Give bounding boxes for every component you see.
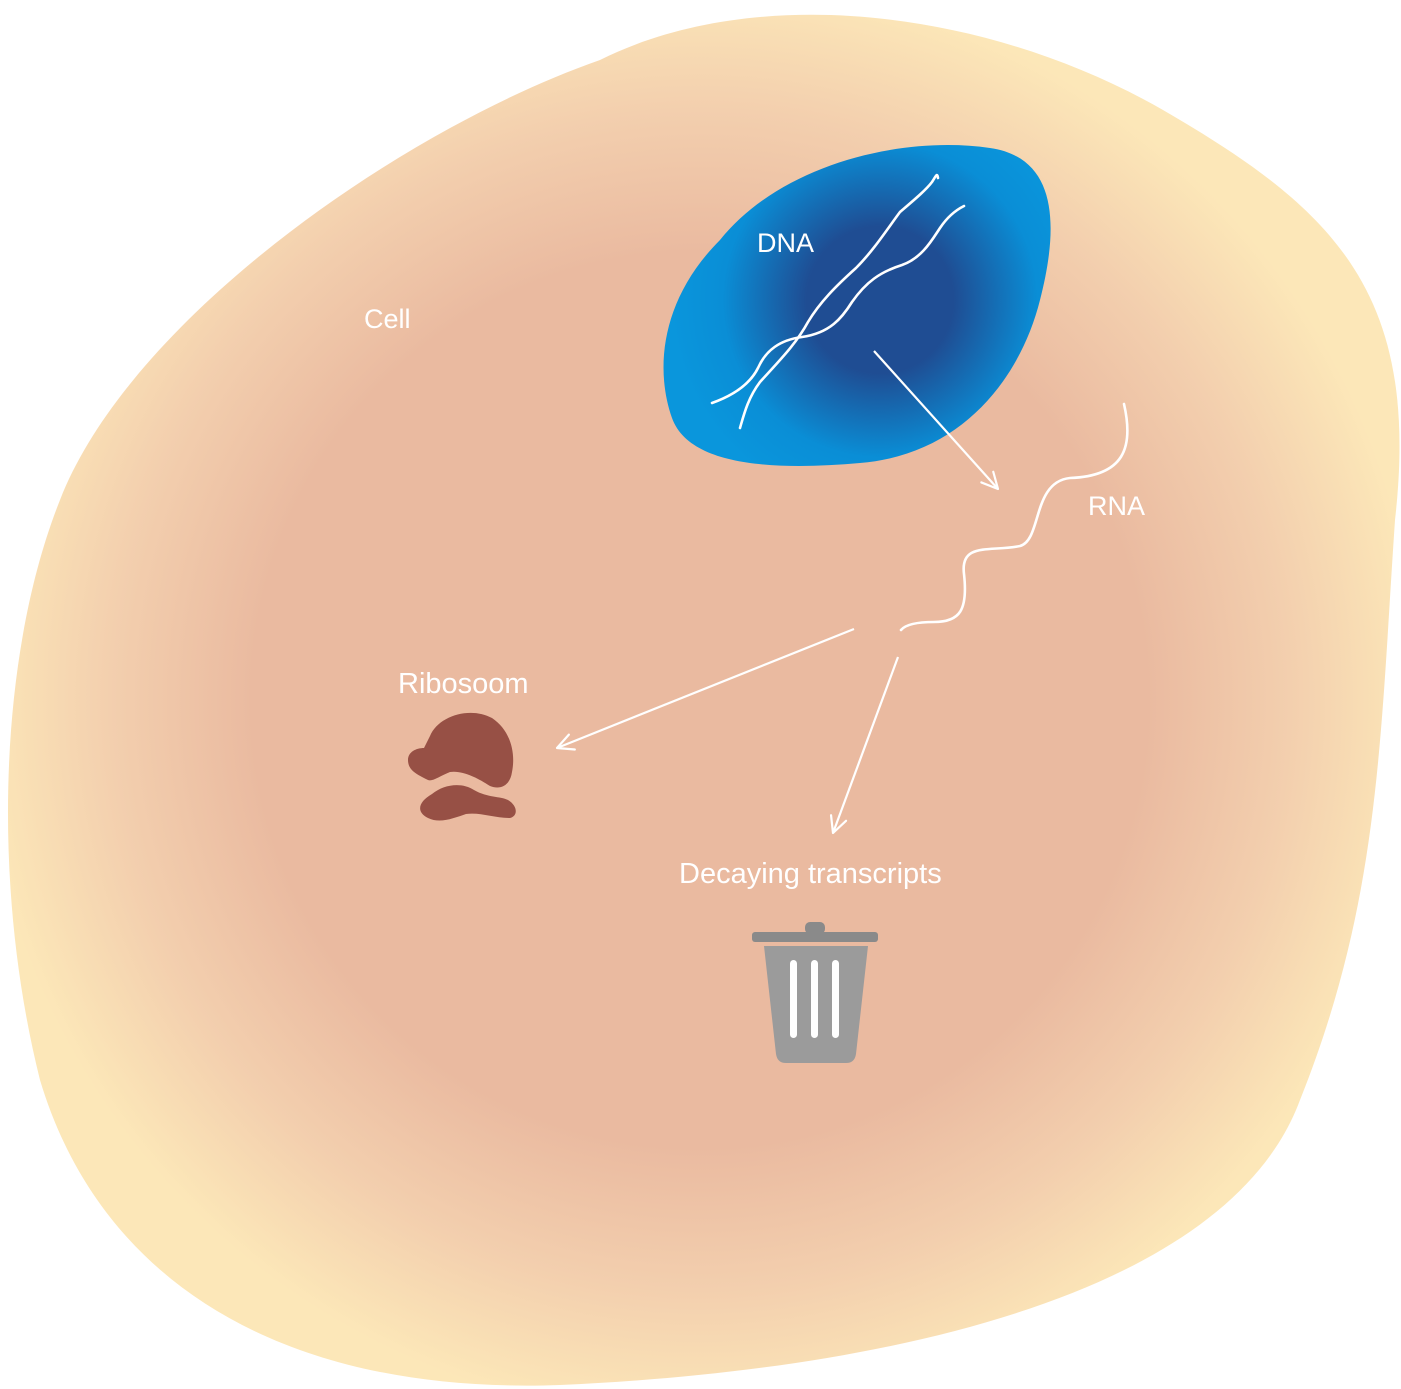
decay-label: Decaying transcripts	[679, 858, 942, 890]
cell-body	[7, 14, 1400, 1386]
arrow-rna-to-decay	[829, 656, 900, 835]
arrow-dna-to-rna	[873, 350, 1000, 491]
arrow-rna-to-ribosome	[555, 627, 855, 751]
rna-label: RNA	[1088, 491, 1145, 521]
trash-lid	[752, 932, 878, 942]
trash-can-icon	[752, 922, 878, 1063]
rna-strand-icon	[899, 402, 1129, 632]
dna-double-helix-icon	[710, 173, 966, 430]
trash-lid-handle	[805, 922, 825, 934]
ribosome-icon	[408, 712, 516, 821]
cell-label: Cell	[364, 304, 411, 334]
dna-label: DNA	[757, 228, 814, 258]
ribosome-label: Ribosoom	[398, 668, 529, 700]
nucleus	[663, 145, 1051, 466]
